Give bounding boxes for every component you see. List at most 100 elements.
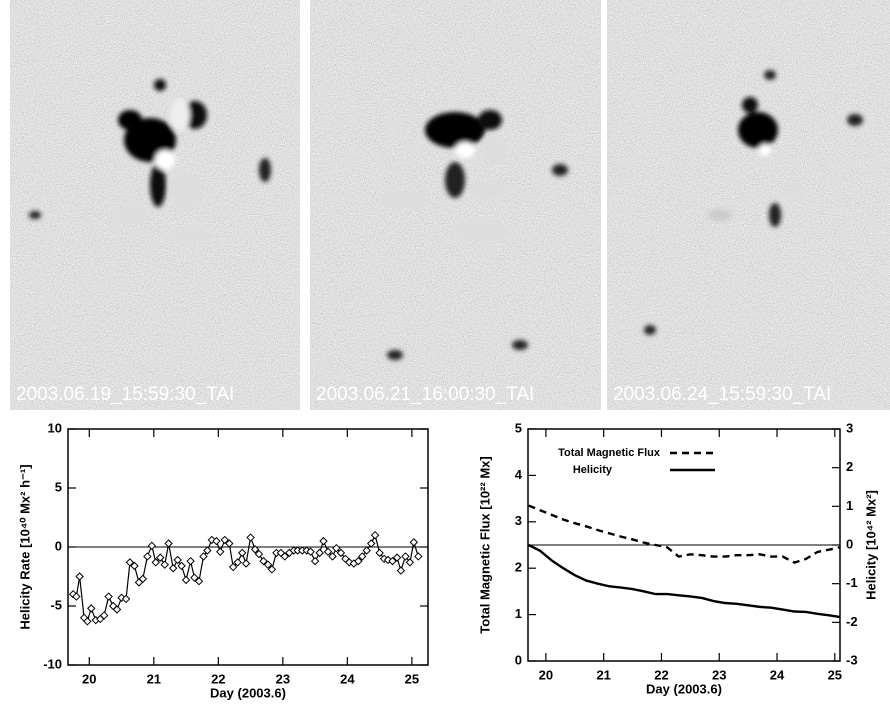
y2-tick-label: 3 xyxy=(846,420,853,435)
data-point xyxy=(332,543,341,553)
x-axis-label: Day (2003.6) xyxy=(210,685,286,700)
y-tick-label: 1 xyxy=(515,606,522,621)
data-point xyxy=(414,552,423,561)
magnetogram: 2003.06.19_15:59:30_TAI xyxy=(10,0,300,410)
x-tick-label: 22 xyxy=(654,667,668,682)
y2-tick-label: -3 xyxy=(846,652,858,667)
data-point xyxy=(405,558,415,567)
y-tick-label: -10 xyxy=(43,656,62,671)
data-point xyxy=(306,547,315,556)
y-tick-label: -5 xyxy=(50,597,62,612)
y-axis-label: Helicity Rate [10⁴⁰ Mx² h⁻¹] xyxy=(17,464,32,629)
data-point xyxy=(186,556,195,566)
panel-label: 2003.06.19_15:59:30_TAI xyxy=(16,384,234,405)
x-tick-label: 21 xyxy=(596,667,610,682)
data-point xyxy=(151,558,160,567)
data-point xyxy=(280,552,289,561)
x-tick-label: 24 xyxy=(770,667,785,682)
data-point xyxy=(177,561,186,571)
magnetogram: 2003.06.21_16:00:30_TAI xyxy=(310,0,601,410)
y-tick-label: 5 xyxy=(55,479,62,494)
data-point xyxy=(362,546,371,555)
x-tick-label: 20 xyxy=(82,671,96,686)
data-point xyxy=(263,560,273,569)
data-point xyxy=(367,539,376,548)
y2-tick-label: -1 xyxy=(846,575,858,590)
x-tick-label: 20 xyxy=(539,667,553,682)
data-point xyxy=(310,556,320,566)
data-point xyxy=(203,546,212,555)
data-point xyxy=(87,604,96,613)
data-point xyxy=(354,556,363,566)
data-point xyxy=(396,566,406,575)
y-tick-label: 0 xyxy=(515,652,522,667)
x-tick-label: 22 xyxy=(211,671,225,686)
y-tick-label: 10 xyxy=(48,420,62,435)
data-point xyxy=(392,553,402,562)
data-point xyxy=(228,562,238,572)
data-point xyxy=(181,575,191,585)
data-point xyxy=(130,561,139,571)
data-point xyxy=(199,552,208,561)
data-point xyxy=(357,552,367,561)
data-point xyxy=(121,594,131,604)
data-point xyxy=(259,556,268,566)
y2-axis-label: Helicity [10⁴² Mx²] xyxy=(863,490,878,600)
magnetogram: 2003.06.24_15:59:30_TAI xyxy=(607,0,890,410)
data-point xyxy=(138,574,148,584)
data-point xyxy=(246,533,255,542)
data-point xyxy=(328,552,337,561)
y-tick-label: 2 xyxy=(515,560,522,575)
data-point xyxy=(112,605,122,614)
data-point xyxy=(194,577,204,586)
y-tick-label: 4 xyxy=(515,467,523,482)
data-point xyxy=(168,564,178,573)
legend-label: Helicity xyxy=(573,464,613,476)
data-point xyxy=(315,548,324,558)
data-point xyxy=(156,553,165,562)
data-point xyxy=(216,547,225,556)
legend-label: Total Magnetic Flux xyxy=(558,447,661,459)
y-axis-label: Total Magnetic Flux [10²² Mx] xyxy=(477,456,492,633)
x-tick-label: 24 xyxy=(340,671,355,686)
x-tick-label: 23 xyxy=(712,667,726,682)
data-point xyxy=(254,549,264,559)
panel-label: 2003.06.21_16:00:30_TAI xyxy=(316,384,534,405)
x-axis-label: Day (2003.6) xyxy=(646,681,722,696)
data-point xyxy=(160,560,169,569)
chart: 20 21 22 23 24 25 -10 -5 0 5 10 Day (2003.6) Helicit… xyxy=(17,420,429,700)
data-point xyxy=(164,539,173,548)
y-tick-label: 0 xyxy=(55,538,62,553)
data-point xyxy=(83,617,92,626)
data-point xyxy=(104,592,113,601)
x-tick-label: 25 xyxy=(405,671,419,686)
data-point xyxy=(401,552,410,561)
data-point xyxy=(99,611,109,620)
data-point xyxy=(212,536,221,546)
x-tick-label: 21 xyxy=(147,671,161,686)
x-tick-label: 23 xyxy=(276,671,290,686)
panel-label: 2003.06.24_15:59:30_TAI xyxy=(613,384,831,405)
y-tick-label: 5 xyxy=(515,420,522,435)
data-point xyxy=(207,535,217,545)
data-point xyxy=(409,538,419,547)
data-point xyxy=(143,552,152,561)
data-point xyxy=(225,539,234,548)
y2-tick-label: -2 xyxy=(846,614,858,629)
y2-tick-label: 0 xyxy=(846,536,853,551)
data-point xyxy=(250,545,260,554)
data-point xyxy=(388,556,397,566)
series-line xyxy=(528,504,840,564)
data-point xyxy=(375,548,384,558)
data-point xyxy=(336,548,346,558)
data-point xyxy=(125,558,135,567)
data-point xyxy=(241,559,251,568)
data-point xyxy=(72,592,81,601)
data-point xyxy=(190,573,199,582)
data-point xyxy=(147,541,157,551)
series-line xyxy=(528,543,840,619)
y-tick-label: 3 xyxy=(515,513,522,528)
x-tick-label: 25 xyxy=(828,667,842,682)
